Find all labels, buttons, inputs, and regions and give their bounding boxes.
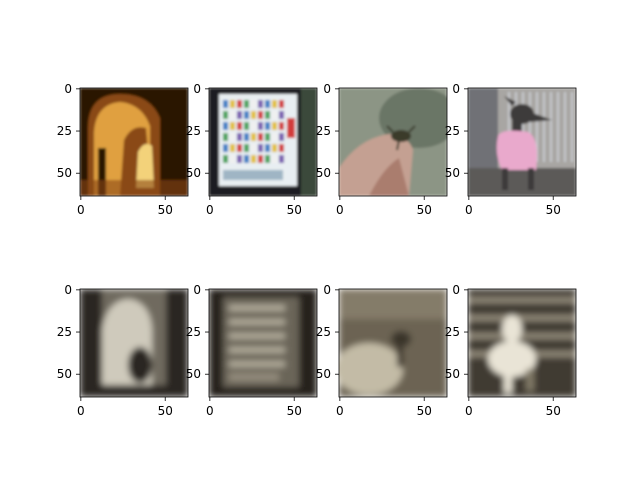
subplot-7-image <box>339 289 447 397</box>
subplot-8-image <box>468 289 576 397</box>
x-tick-label: 50 <box>287 404 302 418</box>
y-tick-label: 0 <box>193 283 201 297</box>
subplot-1-image <box>80 88 188 196</box>
x-tick-label: 0 <box>77 404 85 418</box>
subplot-1-frame <box>79 87 189 197</box>
y-tick-label: 25 <box>57 124 72 138</box>
y-tick-label: 25 <box>445 325 460 339</box>
x-tick-label: 50 <box>158 203 173 217</box>
y-tick-label: 50 <box>316 367 331 381</box>
y-tick-label: 0 <box>323 283 331 297</box>
y-tick-label: 0 <box>193 82 201 96</box>
subplot-2: 0 50 0 25 50 <box>186 82 318 217</box>
x-tick-label: 50 <box>417 404 432 418</box>
subplot-4-image <box>468 88 576 196</box>
y-tick-label: 0 <box>323 82 331 96</box>
y-tick-label: 0 <box>452 283 460 297</box>
x-tick-label: 0 <box>465 203 473 217</box>
subplot-2-image <box>209 88 317 196</box>
subplot-4-frame <box>467 87 577 197</box>
x-tick-label: 0 <box>465 404 473 418</box>
y-tick-label: 50 <box>445 166 460 180</box>
subplot-8-frame <box>467 288 577 398</box>
x-tick-label: 50 <box>417 203 432 217</box>
subplot-4: 0 50 0 25 50 <box>445 82 577 217</box>
subplot-3: 0 50 0 25 50 <box>316 82 448 217</box>
subplot-6: 0 50 0 25 50 <box>186 283 318 418</box>
y-tick-label: 25 <box>186 124 201 138</box>
y-tick-label: 25 <box>316 124 331 138</box>
subplot-6-image <box>209 289 317 397</box>
y-tick-label: 0 <box>64 283 72 297</box>
x-tick-label: 0 <box>206 404 214 418</box>
y-tick-label: 50 <box>445 367 460 381</box>
subplot-8: 0 50 0 25 50 <box>445 283 577 418</box>
y-tick-label: 25 <box>316 325 331 339</box>
x-tick-label: 50 <box>287 203 302 217</box>
subplot-5-frame <box>79 288 189 398</box>
x-tick-label: 0 <box>336 404 344 418</box>
y-tick-label: 50 <box>316 166 331 180</box>
y-tick-label: 50 <box>186 166 201 180</box>
y-tick-label: 50 <box>57 166 72 180</box>
x-tick-label: 50 <box>546 404 561 418</box>
y-tick-label: 25 <box>186 325 201 339</box>
y-tick-label: 50 <box>186 367 201 381</box>
subplot-7: 0 50 0 25 50 <box>316 283 448 418</box>
y-tick-label: 0 <box>64 82 72 96</box>
subplot-5: 0 50 0 25 50 <box>57 283 189 418</box>
subplot-6-frame <box>208 288 318 398</box>
y-tick-label: 0 <box>452 82 460 96</box>
y-tick-label: 50 <box>57 367 72 381</box>
subplot-3-frame <box>338 87 448 197</box>
subplot-7-frame <box>338 288 448 398</box>
subplot-2-frame <box>208 87 318 197</box>
x-tick-label: 50 <box>158 404 173 418</box>
x-tick-label: 0 <box>206 203 214 217</box>
x-tick-label: 50 <box>546 203 561 217</box>
x-tick-label: 0 <box>77 203 85 217</box>
y-tick-label: 25 <box>57 325 72 339</box>
subplot-1: 0 50 0 25 50 <box>57 82 189 217</box>
x-tick-label: 0 <box>336 203 344 217</box>
subplot-5-image <box>80 289 188 397</box>
y-tick-label: 25 <box>445 124 460 138</box>
subplot-3-image <box>339 88 447 196</box>
